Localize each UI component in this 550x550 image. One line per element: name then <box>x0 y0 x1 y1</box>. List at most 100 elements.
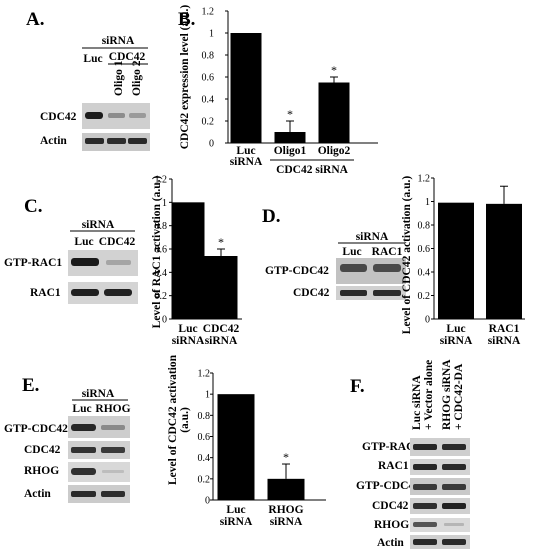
significance-marker: * <box>287 107 293 121</box>
y-axis-label: Level of CDC42 activation (a.u.) <box>401 176 413 335</box>
x-category-label: siRNA <box>220 516 253 528</box>
blot-band <box>442 503 466 509</box>
y-tick-label: 1.2 <box>418 174 431 185</box>
y-tick-label: 0 <box>425 315 430 326</box>
panel-e-blot-gtp-cdc42 <box>68 416 130 438</box>
x-category-label: Luc <box>178 323 197 335</box>
panel-c: C. siRNA Luc CDC42 GTP-RAC1 RAC1 <box>4 196 138 304</box>
x-category-label: RHOG <box>268 504 303 516</box>
bar <box>486 203 522 319</box>
panel-f-row-gtp-rac1: GTP-RAC1 <box>362 441 420 453</box>
panel-e-blot-cdc42 <box>68 441 130 459</box>
y-tick-label: 0.4 <box>155 268 168 279</box>
y-tick-label: 0.2 <box>202 117 215 128</box>
y-axis-label: CDC42 expression level (a.u.) <box>179 5 191 150</box>
bar <box>438 202 474 319</box>
y-tick-label: 0.2 <box>155 291 168 302</box>
panel-f-row-gtp-cdc42: GTP-CDC42 <box>356 480 420 492</box>
y-tick-label: 0.6 <box>198 432 211 443</box>
y-tick-label: 0.8 <box>198 411 211 422</box>
panel-e-row-rhog: RHOG <box>24 465 59 477</box>
panel-f-blot-gtp-cdc42 <box>410 478 470 495</box>
blot-band <box>128 138 147 144</box>
bar <box>318 82 350 143</box>
panel-f-row-actin: Actin <box>377 537 404 549</box>
y-tick-label: 0 <box>205 496 210 507</box>
panel-f-lane-1-line-1: Luc siRNA <box>411 375 423 430</box>
panel-b-chart: B. CDC42 expression level (a.u.) 0 0.2 0.4… <box>178 5 378 176</box>
blot-band <box>442 464 466 470</box>
x-category-label: RAC1 <box>489 323 520 335</box>
panel-a-lane-oligo2: Oligo 2 <box>131 60 143 96</box>
x-category-label: siRNA <box>230 156 263 168</box>
y-tick-label: 0 <box>209 139 214 150</box>
panel-f-lane-2-line-2: + CDC42-DA <box>453 363 465 430</box>
panel-f-blot-rhog <box>410 518 470 532</box>
blot-band <box>442 444 466 450</box>
bar <box>267 478 305 500</box>
blot-band <box>85 138 104 144</box>
blot-band <box>413 444 437 450</box>
panel-d-lane-luc: Luc <box>342 246 361 258</box>
x-category-label: Luc <box>446 323 465 335</box>
blot-band <box>71 424 96 431</box>
panel-f-lane-2-line-1: RHOG siRNA <box>441 359 453 430</box>
blot-band <box>107 138 126 144</box>
blot-band <box>413 464 437 470</box>
y-tick-label: 0.2 <box>198 474 211 485</box>
panel-a-row-actin: Actin <box>40 135 67 147</box>
y-axis-label: Level of CDC42 activation <box>167 354 179 485</box>
panel-a: A. siRNA Luc CDC42 Oligo 1 Oligo 2 CDC42… <box>26 9 150 151</box>
blot-band <box>373 264 401 272</box>
panel-c-lane-luc: Luc <box>74 236 93 248</box>
blot-band <box>413 522 437 527</box>
panel-c-blot-rac1 <box>68 282 138 304</box>
x-category-label: siRNA <box>205 335 238 347</box>
blot-band <box>340 264 367 272</box>
panel-e-row-actin: Actin <box>24 488 51 500</box>
panel-c-header: siRNA <box>82 219 115 231</box>
panel-f-letter: F. <box>350 376 365 397</box>
panel-f-lane-1-line-2: + Vector alone <box>423 360 435 430</box>
panel-e: E. siRNA Luc RHOG GTP-CDC42 CDC42 RHOG A… <box>4 375 131 503</box>
y-tick-label: 0.6 <box>202 73 215 84</box>
panel-e-letter: E. <box>22 375 39 396</box>
bar <box>204 256 238 319</box>
panel-b-letter: B. <box>178 9 195 30</box>
panel-a-subheader: CDC42 <box>109 51 146 63</box>
y-tick-label: 1.2 <box>155 175 168 186</box>
y-tick-label: 1 <box>209 29 214 40</box>
group-label: CDC42 siRNA <box>276 164 349 176</box>
y-tick-label: 0.4 <box>198 453 211 464</box>
x-category-label: Oligo2 <box>318 145 351 157</box>
panel-a-lane-oligo1: Oligo 1 <box>113 60 125 96</box>
panel-e-lane-luc: Luc <box>72 403 91 415</box>
panel-d-chart: Level of CDC42 activation (a.u.) 0 0.2 0.4… <box>401 174 525 347</box>
blot-band <box>413 503 437 509</box>
panel-e-header: siRNA <box>82 388 115 400</box>
panel-d-header: siRNA <box>356 231 389 243</box>
x-category-label: Luc <box>226 504 245 516</box>
y-tick-label: 0.6 <box>155 245 168 256</box>
blot-band <box>340 290 367 296</box>
blot-band <box>104 289 132 296</box>
panel-f-row-rhog: RHOG <box>374 519 409 531</box>
bar <box>230 33 262 143</box>
blot-band <box>129 113 146 118</box>
bar <box>217 394 255 500</box>
blot-band <box>106 260 131 265</box>
y-axis-label: (a.u.) <box>179 407 191 433</box>
y-tick-label: 0.8 <box>418 221 431 232</box>
blot-band <box>71 447 96 453</box>
y-tick-label: 0.8 <box>202 51 215 62</box>
significance-marker: * <box>331 63 337 77</box>
panel-e-chart: Level of CDC42 activation (a.u.) 0 0.2 0.4 0… <box>167 354 326 528</box>
panel-d-letter: D. <box>262 206 280 227</box>
y-tick-label: 0.8 <box>155 221 168 232</box>
y-tick-label: 0 <box>162 315 167 326</box>
panel-c-chart: Level of RAC1 activation (a.u.) 0 0.2 0.4 0… <box>151 175 242 347</box>
panel-e-blot-rhog <box>68 462 130 482</box>
panel-a-row-cdc42: CDC42 <box>40 111 77 123</box>
blot-band <box>442 539 466 545</box>
